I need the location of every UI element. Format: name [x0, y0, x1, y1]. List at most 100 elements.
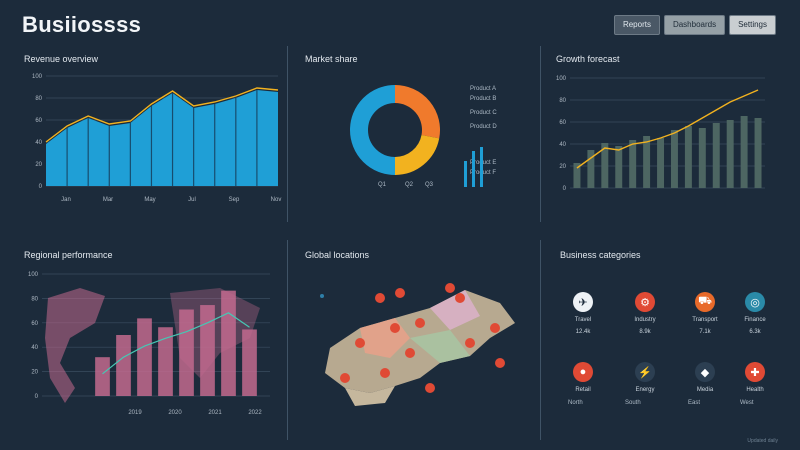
x-tick-label: 2020: [168, 410, 182, 416]
map-pin-icon: [390, 323, 400, 333]
transport-icon: ⛟: [695, 292, 715, 312]
growth-bar: [587, 150, 595, 188]
category-item[interactable]: ◎ Finance 6.3k: [730, 292, 780, 336]
growth-bar: [629, 140, 637, 188]
category-item[interactable]: ⛟ Transport 7.1k: [680, 292, 730, 336]
regional-bar: [200, 305, 215, 396]
regional-bar: [221, 290, 236, 396]
panel-title-growth: Growth forecast: [556, 54, 620, 64]
travel-icon: ✈: [573, 292, 593, 312]
y-tick-label: 40: [35, 140, 42, 146]
growth-bar: [670, 130, 678, 188]
revenue-area: [46, 90, 278, 186]
panel-title-locations: Global locations: [305, 250, 370, 260]
category-value: 7.1k: [699, 329, 711, 335]
industry-icon: ⚙: [635, 292, 655, 312]
y-tick-label: 60: [35, 118, 42, 124]
mini-bar: [472, 151, 475, 187]
y-tick-label: 100: [556, 76, 567, 82]
retail-icon: ●: [573, 362, 593, 382]
category-value: 6.3k: [749, 329, 761, 335]
category-item[interactable]: ✚ Health: [730, 362, 780, 394]
category-footer-label: South: [625, 400, 641, 406]
y-tick-label: 0: [39, 184, 43, 190]
y-tick-label: 40: [559, 142, 566, 148]
gridlines: [570, 77, 765, 189]
y-tick-label: 100: [32, 74, 43, 80]
regional-bar: [179, 309, 194, 396]
reports-button[interactable]: Reports: [613, 15, 660, 35]
x-tick-label: Jan: [61, 197, 71, 203]
map-pin-icon: [465, 338, 475, 348]
panel-title-regional: Regional performance: [24, 250, 113, 260]
panel-title-market-share: Market share: [305, 54, 358, 64]
legend-item: Product B: [470, 96, 497, 102]
category-value: 12.4k: [575, 329, 591, 335]
y-tick-label: 100: [28, 272, 39, 278]
map-pin-icon: [415, 318, 425, 328]
dashboards-button[interactable]: Dashboards: [663, 15, 726, 35]
growth-bar: [726, 120, 734, 188]
donut-slice: [394, 85, 440, 139]
donut-slice: [394, 134, 440, 175]
growth-forecast-chart: 100 80 60 40 20 0: [556, 76, 765, 192]
category-item[interactable]: ◆ Media: [680, 362, 730, 394]
growth-bar: [712, 123, 720, 188]
category-footer-label: East: [688, 400, 701, 406]
category-item[interactable]: ⚙ Industry 8.9k: [620, 292, 670, 336]
mini-bar: [480, 147, 483, 187]
finance-icon: ◎: [745, 292, 765, 312]
map-pin-icon: [340, 373, 350, 383]
map-pin-icon: [380, 368, 390, 378]
growth-bar: [601, 143, 609, 188]
y-tick-label: 20: [31, 370, 38, 376]
media-icon: ◆: [695, 362, 715, 382]
panel-title-categories: Business categories: [560, 250, 641, 260]
regional-bar: [95, 357, 110, 396]
category-value: 8.9k: [639, 329, 651, 335]
growth-bar: [643, 136, 651, 188]
donut-footer-label: Q1: [378, 182, 387, 188]
legend-item: Product F: [470, 170, 497, 176]
x-tick-label: 2022: [248, 410, 262, 416]
y-tick-label: 60: [31, 321, 38, 327]
y-tick-label: 20: [559, 164, 566, 170]
category-label: Energy: [635, 387, 655, 393]
map-pin-icon: [490, 323, 500, 333]
category-item[interactable]: ⚡ Energy: [620, 362, 670, 394]
category-item[interactable]: ● Retail: [558, 362, 608, 394]
regional-bar: [137, 318, 152, 396]
growth-bar: [754, 118, 762, 188]
y-tick-label: 40: [31, 345, 38, 351]
y-tick-label: 80: [35, 96, 42, 102]
divider-2: [540, 46, 541, 222]
category-footer-label: North: [568, 400, 583, 406]
map-pin-icon: [455, 293, 465, 303]
y-tick-label: 80: [31, 296, 38, 302]
x-tick-label: May: [144, 197, 155, 203]
category-item[interactable]: ✈ Travel 12.4k: [558, 292, 608, 336]
y-tick-label: 60: [559, 120, 566, 126]
growth-bar: [615, 146, 623, 188]
legend-item: Product E: [470, 160, 497, 166]
regional-bar: [116, 335, 131, 396]
growth-bar: [698, 128, 706, 188]
map-pin-icon: [355, 338, 365, 348]
locations-map: [320, 283, 515, 406]
map-region-3: [430, 290, 480, 330]
settings-button[interactable]: Settings: [729, 15, 776, 35]
category-label: Industry: [634, 317, 656, 323]
category-label: Transport: [692, 317, 718, 323]
regional-line: [102, 312, 250, 375]
donut-footer-label: Q2: [405, 182, 414, 188]
x-tick-label: Mar: [103, 197, 113, 203]
map-region-5: [345, 386, 395, 406]
growth-bar: [740, 116, 748, 188]
mini-bars: [464, 147, 483, 187]
category-label: Media: [696, 387, 714, 393]
map-pin-icon: [495, 358, 505, 368]
y-tick-label: 80: [559, 98, 566, 104]
regional-performance-chart: 100 80 60 40 20 0 2019 2020 2021 2022: [28, 272, 270, 416]
y-tick-label: 0: [563, 186, 567, 192]
growth-bar: [573, 163, 581, 188]
